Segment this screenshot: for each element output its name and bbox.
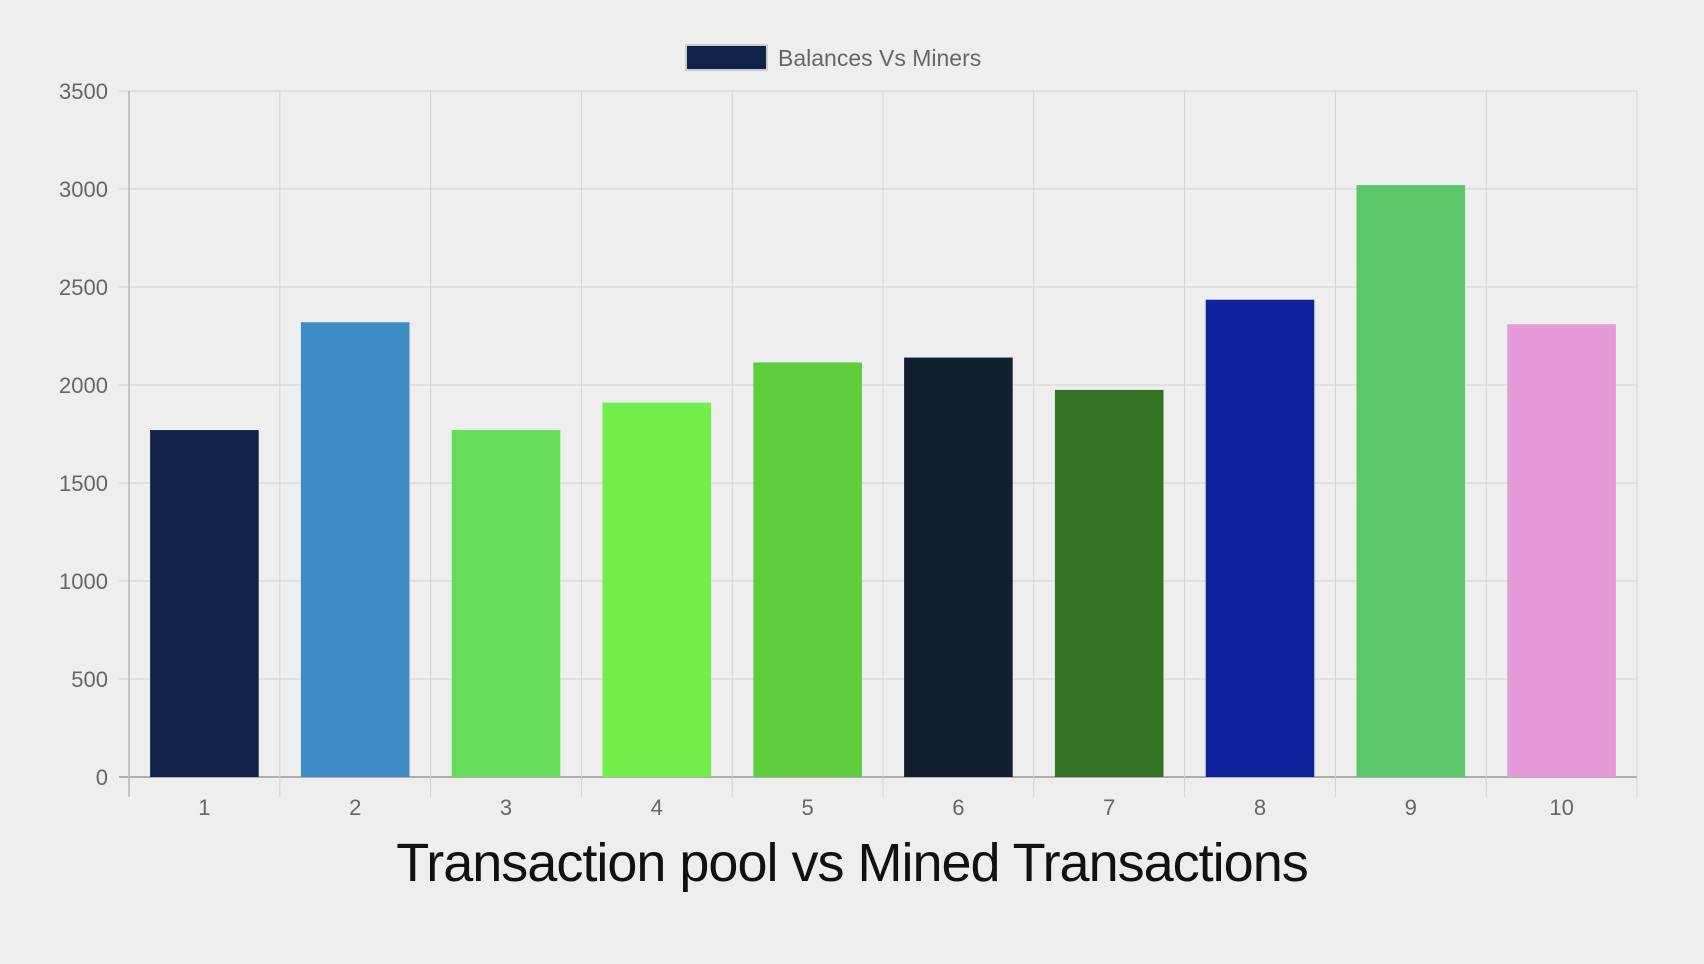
chart-caption: Transaction pool vs Mined Transactions [396, 833, 1308, 893]
bar[interactable] [1356, 185, 1466, 777]
y-tick-label: 2000 [59, 373, 108, 398]
bar[interactable] [451, 430, 561, 777]
bar[interactable] [1205, 299, 1315, 777]
bar[interactable] [300, 322, 410, 777]
y-tick-label: 2500 [59, 275, 108, 300]
bar[interactable] [150, 430, 259, 777]
bar[interactable] [1054, 389, 1164, 777]
grid-lines [119, 90, 1638, 797]
y-tick-label: 1000 [59, 569, 108, 594]
bars [150, 185, 1616, 777]
bar[interactable] [753, 362, 862, 777]
y-tick-label: 0 [96, 765, 108, 790]
legend-label: Balances Vs Miners [778, 45, 981, 71]
x-tick-label: 2 [349, 795, 361, 820]
legend[interactable]: Balances Vs Miners [685, 44, 981, 71]
y-tick-label: 1500 [59, 471, 108, 496]
axes: 0 500 1000 1500 2000 2500 3000 3500 1 2 3 4 5 6 7 8 9 10 [59, 79, 1574, 820]
x-tick-label: 1 [198, 795, 210, 820]
bar[interactable] [904, 357, 1013, 777]
x-tick-label: 9 [1405, 795, 1417, 820]
y-tick-label: 500 [71, 667, 108, 692]
x-tick-label: 5 [801, 795, 813, 820]
x-tick-label: 8 [1254, 795, 1266, 820]
y-tick-label: 3000 [59, 177, 108, 202]
x-tick-label: 7 [1103, 795, 1115, 820]
legend-swatch [685, 44, 768, 71]
bar[interactable] [602, 402, 712, 777]
x-tick-label: 6 [952, 795, 964, 820]
x-tick-label: 10 [1549, 795, 1573, 820]
y-tick-label: 3500 [59, 79, 108, 104]
x-tick-label: 4 [651, 795, 663, 820]
bar[interactable] [1507, 324, 1616, 777]
x-tick-label: 3 [500, 795, 512, 820]
